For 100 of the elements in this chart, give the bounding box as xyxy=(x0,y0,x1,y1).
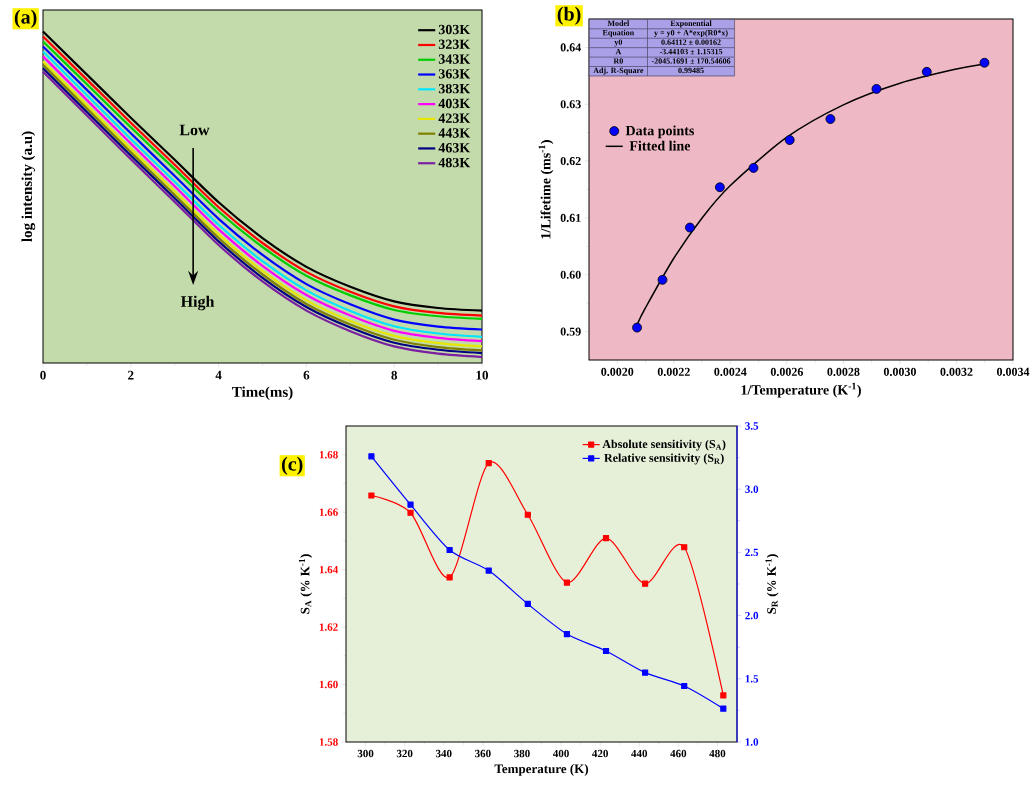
y2-tick-label: 1.0 xyxy=(745,738,759,746)
x-tick-label: 400 xyxy=(552,749,569,758)
x-tick-label: 360 xyxy=(475,749,491,758)
y-tick-label: 0.61 xyxy=(560,213,581,222)
y-tick-label: 1.64 xyxy=(319,565,338,574)
annotation: Model xyxy=(607,20,630,26)
legend-label: Fitted line xyxy=(629,140,691,151)
x-tick-label: 420 xyxy=(592,749,608,758)
legend-label: Data points xyxy=(625,125,694,139)
y-axis-title: log intensity (a.u) xyxy=(21,131,36,242)
x-tick-label: 10 xyxy=(476,370,489,380)
x-axis-title: 1/Temperature (K$^{-1}$) xyxy=(741,382,861,398)
point xyxy=(657,274,668,285)
x-axis-title: Temperature (K) xyxy=(494,764,589,776)
point xyxy=(921,66,932,77)
y2-tick-label: 3.0 xyxy=(745,485,759,493)
y2-tick-label: 1.5 xyxy=(745,675,759,683)
x-tick-label: 8 xyxy=(391,370,398,380)
legend-label: Relative sensitivity (S$_{R}$) xyxy=(604,453,724,465)
point xyxy=(368,492,375,499)
point xyxy=(446,546,453,554)
x-tick-label: 480 xyxy=(709,749,726,758)
x-tick-label: 0.0032 xyxy=(940,367,973,376)
point xyxy=(524,511,531,518)
point xyxy=(563,630,571,638)
annotation: High xyxy=(180,295,215,311)
annotation: y0 xyxy=(614,39,623,47)
point xyxy=(871,84,882,94)
point xyxy=(720,692,727,699)
legend-label: 443K xyxy=(438,128,471,138)
legend-label: 483K xyxy=(438,157,471,168)
y-axis-title: 1/Lifetime (ms$^{-1}$) xyxy=(538,140,554,239)
legend-label: 323K xyxy=(438,39,471,50)
x-tick-label: 340 xyxy=(435,749,452,758)
y-tick-label: 0.59 xyxy=(560,327,581,336)
point xyxy=(446,574,453,581)
annotation: Exponential xyxy=(670,20,712,28)
x-tick-label: 380 xyxy=(514,749,530,758)
x-tick-label: 6 xyxy=(303,370,310,380)
point xyxy=(714,182,725,193)
point xyxy=(784,135,795,145)
point xyxy=(485,567,492,574)
y2-tick-label: 3.5 xyxy=(745,422,759,430)
annotation: y = y0 + A*exp(R0*x) xyxy=(654,29,728,38)
x-tick-label: 0.0030 xyxy=(883,367,916,376)
y2-axis-title: S$_{R}$ (% K$^{-1}$) xyxy=(765,554,779,614)
point xyxy=(602,647,610,655)
x-tick-label: 0.0024 xyxy=(714,367,747,376)
annotation: A xyxy=(615,48,622,55)
point xyxy=(681,682,688,690)
y-tick-label: 0.60 xyxy=(560,270,581,279)
x-axis-title: Time(ms) xyxy=(232,386,293,401)
legend-label: 403K xyxy=(438,98,471,109)
legend-label: 343K xyxy=(438,54,471,64)
x-tick-label: 0.0034 xyxy=(996,367,1030,376)
point xyxy=(685,222,695,233)
x-tick-label: 2 xyxy=(128,370,134,380)
point xyxy=(825,114,836,124)
legend-label: 463K xyxy=(438,143,471,153)
x-tick-label: 0.0020 xyxy=(601,367,634,376)
x-tick-label: 300 xyxy=(357,749,374,758)
point xyxy=(632,322,642,333)
y-tick-label: 0.63 xyxy=(560,100,581,109)
point xyxy=(368,453,375,460)
y-axis-title: S$_{A}$ (% K$^{-1}$) xyxy=(298,554,313,614)
annotation: Adj. R-Square xyxy=(593,67,644,75)
point xyxy=(524,600,531,608)
point xyxy=(720,705,727,712)
y-tick-label: 1.60 xyxy=(319,680,338,689)
chart-title: (b) xyxy=(557,6,581,25)
point xyxy=(642,669,649,676)
x-tick-label: 320 xyxy=(396,749,413,758)
y-tick-label: 1.62 xyxy=(319,623,338,631)
x-tick-label: 4 xyxy=(215,370,222,380)
y2-tick-label: 2.0 xyxy=(745,611,759,620)
x-tick-label: 460 xyxy=(670,749,687,758)
chart-title: (a) xyxy=(14,9,37,28)
point xyxy=(485,459,492,467)
annotation: -2045.1691 ± 170.54606 xyxy=(651,58,731,64)
annotation: Equation xyxy=(602,29,635,38)
x-tick-label: 0 xyxy=(40,370,46,380)
y-tick-label: 0.62 xyxy=(560,157,581,166)
annotation: 0.64112 ± 0.00162 xyxy=(661,39,721,45)
x-tick-label: 0.0022 xyxy=(657,367,690,376)
annotation: 0.99485 xyxy=(678,67,704,74)
point xyxy=(407,509,414,516)
annotation: Low xyxy=(179,124,210,136)
legend-label: Absolute sensitivity (S$_{A}$) xyxy=(602,439,726,451)
legend-label: 383K xyxy=(438,83,471,94)
point xyxy=(979,57,990,68)
legend-label: 423K xyxy=(438,113,471,123)
point xyxy=(602,534,610,542)
x-tick-label: 0.0028 xyxy=(827,367,860,376)
x-tick-label: 440 xyxy=(631,749,648,758)
y-tick-label: 1.66 xyxy=(319,508,338,516)
point xyxy=(681,544,688,551)
y-tick-label: 1.68 xyxy=(319,451,338,459)
point xyxy=(563,579,571,586)
text: (c) xyxy=(281,456,303,475)
annotation: R0 xyxy=(613,58,623,64)
